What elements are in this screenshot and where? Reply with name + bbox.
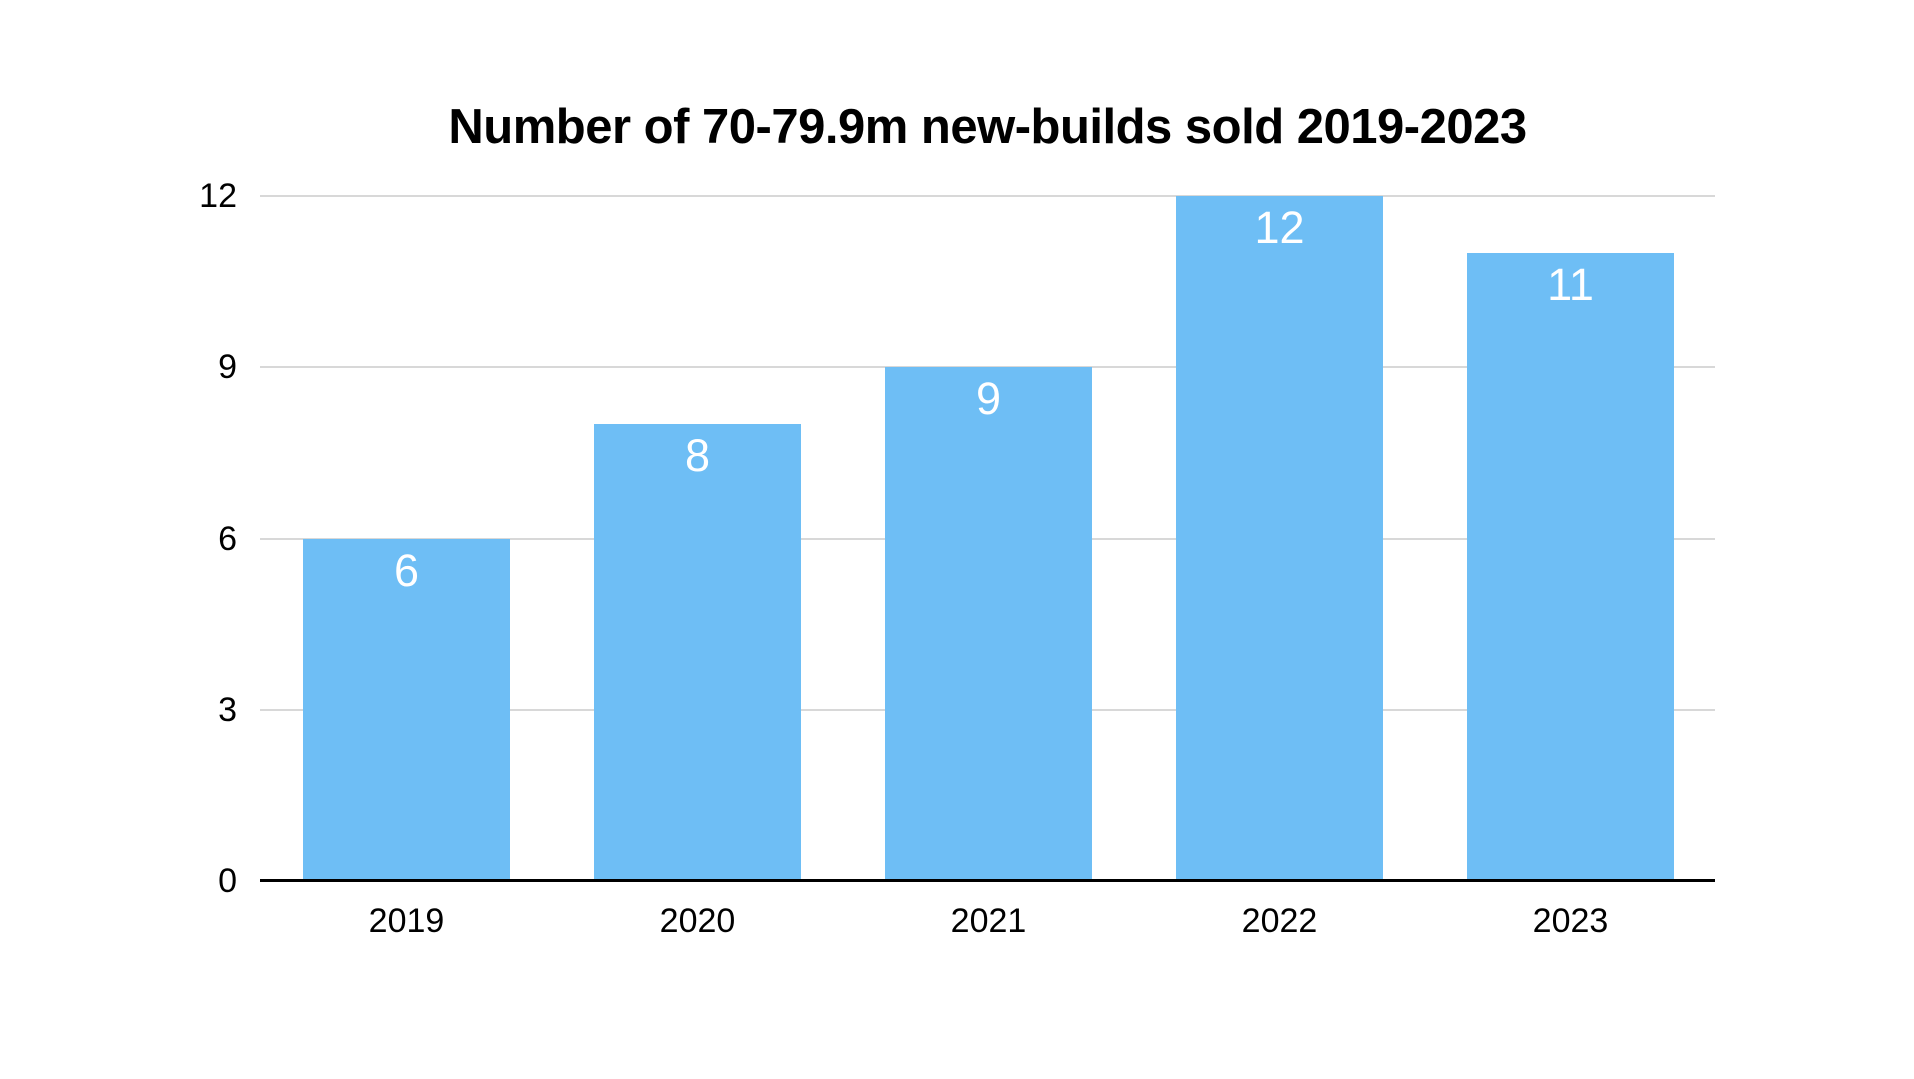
bar-2023: 11 (1467, 253, 1674, 881)
x-axis-line (260, 879, 1715, 882)
plot-area: 6 8 9 12 11 (260, 195, 1715, 881)
y-tick-label: 12 (199, 177, 237, 215)
y-tick-label: 9 (218, 348, 237, 387)
bar-2019: 6 (303, 538, 510, 881)
y-tick-label: 6 (218, 519, 237, 558)
bar-2021: 9 (885, 367, 1092, 881)
bar-2020: 8 (594, 424, 801, 881)
bar-value-label: 12 (1254, 202, 1305, 253)
bar-value-label: 11 (1547, 259, 1594, 311)
x-tick-label: 2022 (1241, 902, 1318, 940)
bar-value-label: 9 (975, 373, 1002, 425)
bar-value-label: 8 (684, 430, 711, 482)
x-tick-label: 2023 (1532, 902, 1609, 940)
y-tick-label: 0 (218, 862, 237, 900)
x-tick-label: 2019 (368, 902, 445, 940)
gridline (260, 195, 1715, 197)
x-tick-label: 2020 (659, 902, 736, 940)
bar-2022: 12 (1176, 196, 1383, 881)
y-tick-label: 3 (218, 690, 237, 729)
bar-value-label: 6 (393, 544, 420, 596)
chart-title: Number of 70-79.9m new-builds sold 2019-… (448, 100, 1527, 154)
x-tick-label: 2021 (950, 902, 1027, 940)
